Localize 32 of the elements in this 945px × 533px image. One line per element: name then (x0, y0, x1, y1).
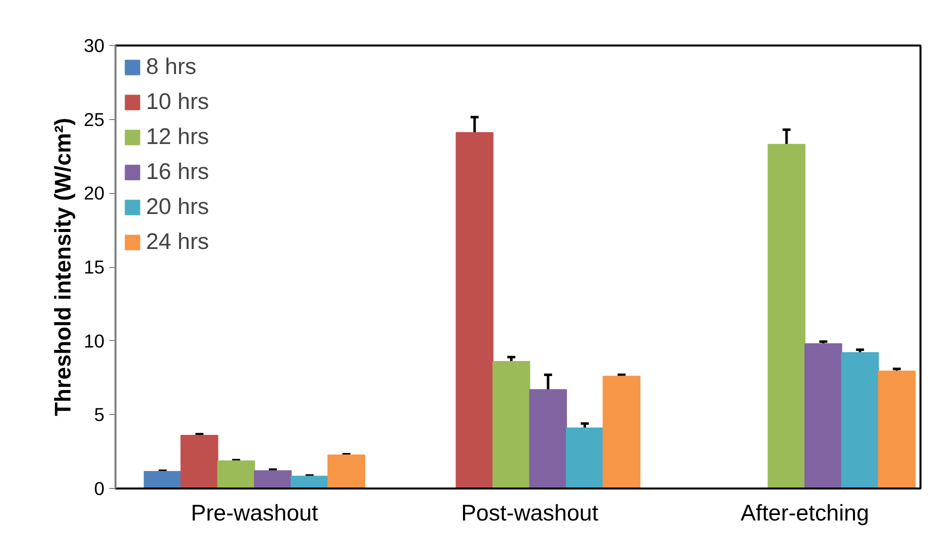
bar (180, 434, 218, 488)
bar (841, 352, 879, 488)
bar (768, 144, 806, 488)
y-tick-label: 5 (94, 404, 105, 426)
bar (144, 471, 182, 488)
x-tick-label: Pre-washout (190, 500, 319, 526)
x-tick-label: After-etching (740, 500, 870, 526)
y-tick-label: 20 (84, 182, 105, 204)
bar (290, 476, 328, 488)
y-tick-label: 15 (84, 256, 105, 278)
bar (492, 361, 530, 488)
y-axis-title: Threshold intensity (W/cm²) (50, 118, 76, 416)
y-tick-label: 25 (84, 108, 105, 130)
bar (878, 370, 916, 488)
legend-label: 12 hrs (146, 123, 209, 150)
legend-label: 20 hrs (146, 193, 209, 220)
y-tick-label: 0 (94, 478, 105, 499)
bar (456, 132, 494, 488)
bar (327, 454, 366, 488)
legend-label: 24 hrs (146, 228, 209, 255)
y-tick-label: 30 (84, 35, 105, 56)
legend-label: 16 hrs (146, 158, 209, 185)
bar (529, 389, 567, 488)
y-tick-label: 10 (84, 330, 105, 352)
bar (602, 376, 640, 488)
bar (217, 460, 255, 488)
bar (804, 343, 842, 488)
bar (254, 470, 292, 488)
x-tick-label: Post-washout (461, 500, 600, 526)
legend-label: 8 hrs (146, 53, 196, 80)
legend-label: 10 hrs (146, 88, 209, 115)
bar (566, 427, 604, 488)
